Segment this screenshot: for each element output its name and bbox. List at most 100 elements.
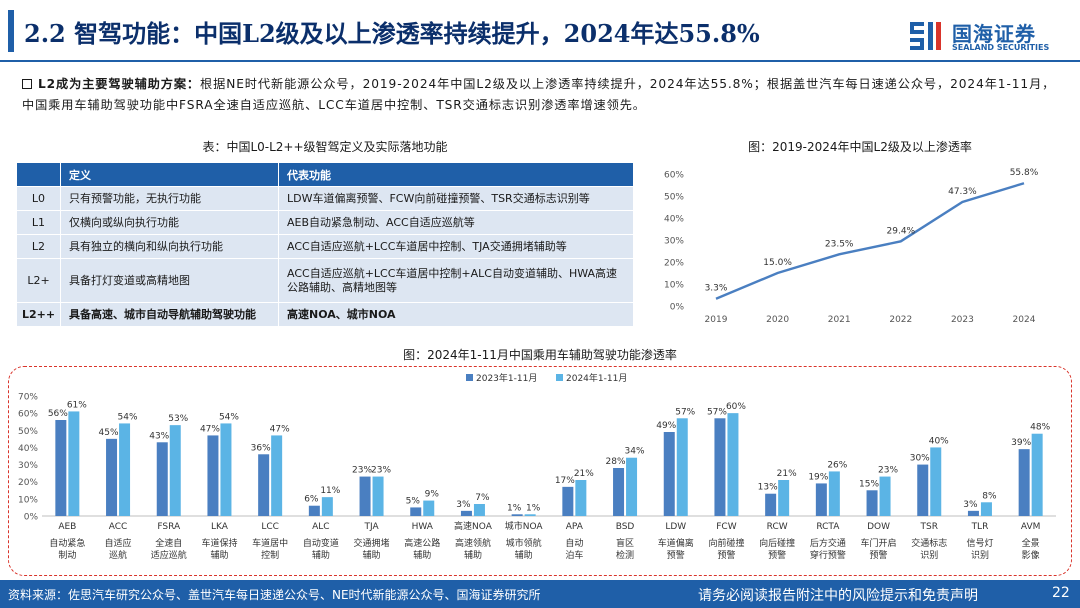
functions-cell: ACC自适应巡航+LCC车道居中控制、TJA交通拥堵辅助等 [278,234,634,259]
penetration-series-line [715,182,1025,300]
bar-value-label: 43% [149,431,169,441]
bar-value-label: 21% [574,469,594,479]
bar [1018,449,1030,516]
category-description: 自动紧急制动 [49,537,85,561]
table-row: L2+ 具备打灯变道或高精地图 ACC自适应巡航+LCC车道居中控制+ALC自动… [16,258,634,303]
bar [55,420,67,516]
category-description-line: 车道偏离 [658,537,694,549]
category-description: 全景影像 [1022,537,1040,561]
bar-value-label: 1% [507,503,522,513]
category-label: ALC [312,522,329,532]
bar [220,423,232,516]
category-description-line: 预警 [870,549,888,561]
y-tick-label: 20% [18,478,38,488]
bar-value-label: 21% [777,469,797,479]
bar-value-label: 60% [726,402,746,412]
y-tick-label: 40% [664,215,684,225]
bar [626,457,638,516]
bar-value-label: 6% [304,495,319,505]
category-description-line: 自适应 [105,537,132,549]
category-description: 车道保持辅助 [201,537,237,561]
bar-value-label: 48% [1030,423,1050,433]
l2-penetration-line-chart: 0% 10% 20% 30% 40% 50% 60% 2019 2020 2021 2022 2023… [664,168,1039,325]
category-label: ACC [109,522,128,532]
bar [575,480,587,516]
category-description-line: 预警 [717,549,735,561]
bar-value-label: 61% [67,400,87,410]
category-description-line: 识别 [971,550,989,561]
category-description: 高速领航辅助 [455,537,491,561]
footer-disclaimer[interactable]: 请务必阅读报告附注中的风险提示和免责声明 [698,588,978,604]
footer-bar: 资料来源：佐思汽车研究公众号、盖世汽车每日速递公众号、NE时代新能源公众号、国海… [0,580,1080,608]
bar [511,514,523,516]
category-description: 交通拥堵辅助 [354,537,390,561]
functions-cell: LDW车道偏离预警、FCW向前碰撞预警、TSR交通标志识别等 [278,186,634,211]
category-description-line: 全景 [1022,537,1040,549]
x-tick-label: 2019 [705,315,728,325]
category-description: 车道居中控制 [252,537,288,561]
bar [613,468,625,516]
table-caption: 表：中国L0-L2++级智驾定义及实际落地功能 [202,140,448,154]
category-description-line: 车门开启 [861,537,897,549]
bar [106,438,118,516]
category-description-line: 向前碰撞 [708,537,744,549]
category-description-line: 自动 [565,537,583,549]
category-label: FCW [716,522,736,532]
category-label: TJA [363,522,379,532]
company-logo: 国海证券 SEALAND SECURITIES [906,16,1076,56]
bar [815,483,827,516]
category-description-line: 泊车 [565,549,583,561]
bar-value-label: 34% [625,447,645,457]
category-description-line: 高速领航 [455,537,491,549]
bar-value-label: 5% [406,496,421,506]
bar-value-label: 11% [320,486,340,496]
category-description-line: 辅助 [464,549,482,561]
category-description-line: 信号灯 [966,537,993,549]
category-description-line: 向后碰撞 [759,537,795,549]
footer-source: 资料来源：佐思汽车研究公众号、盖世汽车每日速递公众号、NE时代新能源公众号、国海… [8,588,541,602]
bar [207,435,219,516]
category-label: AVM [1021,522,1041,532]
category-description-line: 检测 [616,549,634,561]
table-header-row: 定义 代表功能 [16,162,634,187]
definition-cell: 具有独立的横向和纵向执行功能 [60,234,279,259]
bar [169,425,181,516]
category-description-line: 控制 [261,549,279,561]
category-description: 交通标志识别 [911,537,947,561]
y-tick-label: 10% [664,281,684,291]
category-description-line: 适应巡航 [151,549,187,561]
levels-table: 定义 代表功能 L0 只有预警功能，无执行功能 LDW车道偏离预警、FCW向前碰… [16,162,634,327]
y-tick-label: 0% [24,513,39,523]
y-tick-label: 50% [664,193,684,203]
y-tick-label: 30% [664,237,684,247]
category-label: RCTA [816,522,840,532]
category-label: 高速NOA [454,520,493,532]
table-header-cell: 代表功能 [278,162,634,187]
category-description: 信号灯识别 [966,537,993,561]
category-description: 自动变道辅助 [303,537,339,561]
data-label: 47.3% [948,187,977,197]
category-label: HWA [412,522,434,532]
category-label: LCC [261,522,279,532]
bar [778,480,790,516]
bar [765,493,777,516]
page-title: 2.2 智驾功能：中国L2级及以上渗透率持续提升，2024年达55.8% [24,19,760,48]
bar-value-label: 39% [1011,438,1031,448]
title-divider [0,60,1080,62]
category-label: FSRA [157,522,181,532]
table-row: L2 具有独立的横向和纵向执行功能 ACC自适应巡航+LCC车道居中控制、TJA… [16,234,634,259]
data-label: 55.8% [1010,168,1039,178]
y-tick-label: 10% [18,495,38,505]
y-tick-label: 30% [18,461,38,471]
category-description-line: 盲区 [616,537,634,549]
y-tick-label: 60% [18,410,38,420]
bar-value-label: 45% [99,428,119,438]
bar [879,476,891,516]
definition-cell: 仅横向或纵向执行功能 [60,210,279,235]
category-description-line: 辅助 [515,549,533,561]
bar [930,447,942,516]
category-description-line: 识别 [920,550,938,561]
logo-english-name: SEALAND SECURITIES [952,43,1050,52]
bar-value-label: 3% [456,500,471,510]
level-cell: L0 [16,186,61,211]
